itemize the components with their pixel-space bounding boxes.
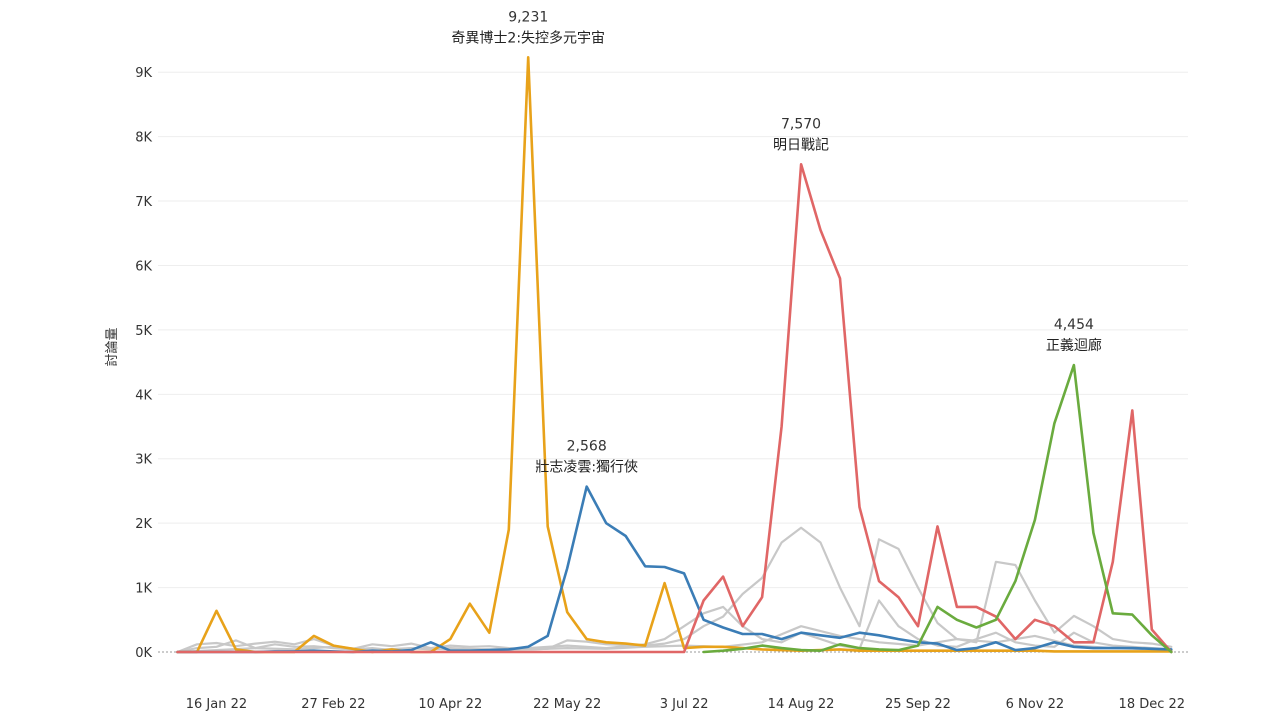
annotations: 9,231 奇異博士2:失控多元宇宙 2,568 壯志凌雲:獨行俠 7,570 明日戰記 4…	[451, 9, 1101, 475]
annotation-name: 正義迴廊	[1046, 337, 1102, 354]
x-tick-label: 25 Sep 22	[885, 697, 951, 712]
x-tick-label: 18 Dec 22	[1119, 697, 1186, 712]
y-axis-label: 討論量	[104, 327, 120, 366]
series-line	[176, 599, 1173, 654]
annotation-name: 明日戰記	[773, 136, 829, 153]
annotation-value: 4,454	[1054, 317, 1094, 333]
x-tick-label: 10 Apr 22	[418, 697, 482, 712]
y-tick-label: 3K	[135, 453, 152, 468]
y-tick-label: 4K	[135, 388, 152, 403]
y-tick-label: 2K	[135, 517, 152, 532]
series-line	[176, 55, 1173, 654]
y-tick-label: 9K	[135, 66, 152, 81]
x-tick-label: 14 Aug 22	[768, 697, 835, 712]
y-tick-label: 6K	[135, 259, 152, 274]
y-tick-label: 7K	[135, 195, 152, 210]
x-tick-label: 3 Jul 22	[660, 697, 709, 712]
x-tick-label: 27 Feb 22	[301, 697, 365, 712]
annotation-value: 7,570	[781, 116, 821, 132]
x-tick-label: 16 Jan 22	[186, 697, 247, 712]
y-tick-label: 8K	[135, 131, 152, 146]
series-line	[176, 163, 1173, 654]
y-tick-label: 0K	[135, 646, 152, 661]
series-line	[702, 363, 1173, 654]
annotation-value: 9,231	[508, 9, 548, 25]
gridlines	[158, 71, 1188, 653]
series-line	[176, 485, 1173, 654]
y-tick-label: 5K	[135, 324, 152, 339]
x-tick-label: 6 Nov 22	[1006, 697, 1064, 712]
y-tick-label: 1K	[135, 582, 152, 597]
annotation-value: 2,568	[567, 439, 607, 455]
annotation-name: 壯志凌雲:獨行俠	[535, 460, 638, 476]
x-tick-label: 22 May 22	[533, 697, 601, 712]
annotation-name: 奇異博士2:失控多元宇宙	[451, 29, 605, 46]
axes: 0K 1K 2K 3K 4K 5K 6K 7K 8K 9K 16 Jan 22 27 Feb 22 10…	[135, 66, 1185, 712]
series-lines	[176, 55, 1173, 654]
